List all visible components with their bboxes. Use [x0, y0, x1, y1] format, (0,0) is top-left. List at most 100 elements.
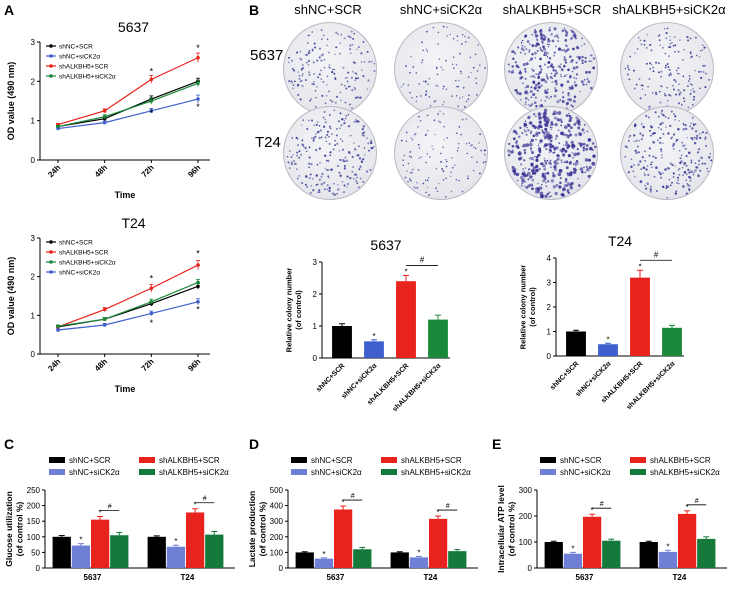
data-point [149, 77, 154, 82]
colony-dot [673, 113, 675, 115]
colony-dot [563, 183, 568, 188]
colony-dot [334, 101, 337, 104]
colony-dot [662, 121, 664, 124]
colony-dot [519, 98, 522, 101]
colony-dot [565, 142, 569, 147]
y-tick-label: 300 [519, 486, 533, 495]
colony-dot [313, 83, 316, 86]
colony-dot [573, 76, 575, 79]
data-point [196, 55, 200, 60]
colony-dot [559, 177, 562, 180]
colony-dot [531, 187, 534, 191]
colony-dot [548, 191, 551, 194]
colony-dot [546, 77, 549, 80]
colony-dot [339, 91, 342, 94]
colony-dot [455, 64, 458, 66]
colony-dot [626, 146, 629, 149]
colony-dot [641, 156, 644, 159]
colony-dot [521, 44, 524, 47]
colony-dot [683, 161, 687, 165]
colony-dot [531, 53, 534, 56]
colony-dot [588, 60, 591, 62]
colony-dot [320, 78, 323, 80]
colony-dot [410, 55, 412, 58]
colony-dot [308, 177, 311, 179]
colony-dot [332, 148, 335, 151]
colony-dot [562, 96, 565, 99]
colony-dot [667, 117, 670, 120]
significance-star: * [437, 508, 440, 517]
colony-dot [456, 40, 459, 42]
colony-dot [538, 75, 540, 78]
colony-dot [307, 34, 310, 37]
colony-dot [553, 160, 557, 164]
colony-dot [548, 161, 552, 165]
colony-dot [288, 56, 290, 59]
colony-dot [682, 75, 685, 78]
colony-dot [543, 108, 548, 113]
colony-dot [698, 163, 700, 166]
colony-dot [290, 162, 294, 166]
colony-dot [363, 131, 366, 134]
colony-dot [307, 52, 310, 55]
colony-dot [694, 162, 697, 164]
colony-dot [569, 160, 572, 164]
colony-dot [312, 139, 315, 142]
colony-dot [692, 171, 695, 174]
bar [147, 536, 166, 568]
colony-dot [532, 171, 537, 175]
colony-dot [659, 122, 663, 125]
colony-dot [311, 178, 314, 180]
colony-dot [575, 160, 579, 163]
y-tick-label: 50 [31, 548, 40, 557]
colony-dot [570, 36, 574, 40]
colony-dot [540, 183, 543, 186]
colony-dot [328, 142, 331, 146]
colony-dot [333, 193, 336, 196]
colony-dot [318, 73, 321, 76]
colony-dot [572, 105, 574, 108]
colony-dot [630, 165, 633, 168]
colony-dot [523, 151, 527, 155]
colony-dot [314, 46, 317, 49]
colony-dot [561, 83, 564, 85]
colony-dot [339, 127, 341, 130]
colony-dot [306, 54, 308, 56]
colony-dot [692, 174, 695, 176]
colony-dot [699, 169, 702, 172]
colony-dot [296, 84, 299, 87]
colony-dot [315, 174, 318, 177]
colony-dot [534, 165, 538, 169]
colony-dot [637, 36, 640, 39]
colony-dot [694, 130, 698, 133]
colony-dot [540, 162, 544, 166]
bracket-label: # [108, 504, 112, 511]
colony-dot [359, 165, 362, 168]
colony-dot [435, 187, 437, 190]
colony-dot [370, 140, 373, 142]
colony-dot [326, 184, 329, 187]
colony-dot [537, 112, 542, 116]
colony-dot [306, 61, 308, 64]
colony-dot [418, 83, 421, 85]
colony-dot [554, 191, 558, 196]
colony-dot [465, 118, 467, 120]
colony-dot [525, 133, 528, 136]
y-axis-label: (of control %) [14, 501, 24, 556]
colony-dot [519, 76, 523, 80]
colony-dot [300, 58, 303, 61]
colony-dot [324, 154, 327, 157]
colony-dot [524, 45, 526, 48]
colony-dot [352, 177, 355, 180]
colony-dot [544, 123, 549, 127]
colony-dot [343, 122, 346, 125]
colony-dot [628, 78, 631, 81]
colony-dot [566, 159, 568, 162]
series-line [57, 82, 199, 128]
colony-dot [358, 157, 362, 160]
colony-dot [433, 100, 436, 103]
colony-dot [407, 162, 410, 165]
colony-dot [543, 157, 546, 160]
colony-dot [662, 47, 664, 49]
colony-dot [337, 120, 340, 123]
